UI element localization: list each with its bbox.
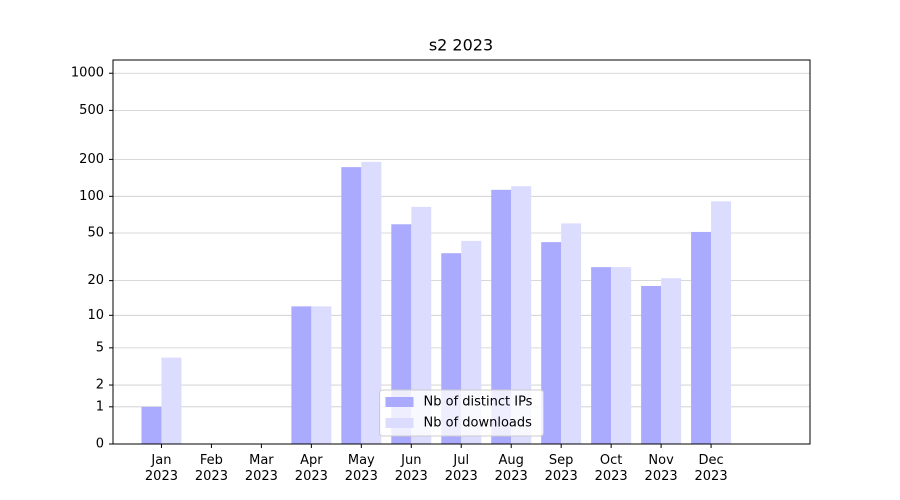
- bar: [591, 267, 612, 444]
- bar: [141, 406, 162, 444]
- y-tick-label: 10: [87, 308, 104, 323]
- legend-swatch: [385, 397, 414, 407]
- y-tick-label: 50: [87, 225, 104, 240]
- x-tick-label: Mar 2023: [244, 453, 278, 484]
- y-tick-label: 200: [79, 152, 104, 167]
- bar: [541, 242, 562, 444]
- bar: [691, 231, 712, 444]
- y-tick-label: 500: [79, 103, 104, 118]
- x-tick-label: Jun 2023: [394, 453, 428, 484]
- y-tick-label: 0: [96, 437, 104, 452]
- bar: [161, 357, 182, 444]
- x-tick-label: Sep 2023: [544, 453, 578, 484]
- legend-box: [379, 389, 544, 437]
- legend-swatch: [385, 418, 414, 428]
- x-tick-label: Dec 2023: [694, 453, 728, 484]
- bar: [361, 161, 382, 444]
- y-tick-label: 5: [96, 340, 104, 355]
- x-tick-label: Aug 2023: [494, 453, 528, 484]
- bar: [711, 201, 732, 444]
- legend-label: Nb of downloads: [424, 416, 533, 431]
- bar: [391, 224, 412, 444]
- x-tick-label: Apr 2023: [294, 453, 328, 484]
- y-tick-label: 100: [79, 189, 104, 204]
- bar: [491, 189, 512, 444]
- x-tick-label: Jan 2023: [144, 453, 178, 484]
- x-tick-label: May 2023: [344, 453, 378, 484]
- legend-label: Nb of distinct IPs: [424, 395, 533, 410]
- plot-frame: [112, 59, 811, 445]
- x-tick-label: Jul 2023: [444, 453, 478, 484]
- bar: [291, 306, 312, 444]
- bar: [341, 167, 362, 444]
- bar: [611, 267, 632, 444]
- bar: [661, 278, 682, 444]
- x-tick-label: Nov 2023: [644, 453, 678, 484]
- chart-title: s2 2023: [429, 36, 493, 55]
- x-tick-label: Oct 2023: [594, 453, 628, 484]
- y-tick-label: 1000: [71, 66, 104, 81]
- bar: [511, 186, 532, 444]
- bar: [561, 223, 582, 444]
- bar: [411, 206, 432, 444]
- y-tick-label: 20: [87, 273, 104, 288]
- bar: [641, 285, 662, 444]
- x-tick-label: Feb 2023: [194, 453, 228, 484]
- y-tick-label: 2: [96, 378, 104, 393]
- bar: [311, 306, 332, 444]
- y-tick-label: 1: [96, 399, 104, 414]
